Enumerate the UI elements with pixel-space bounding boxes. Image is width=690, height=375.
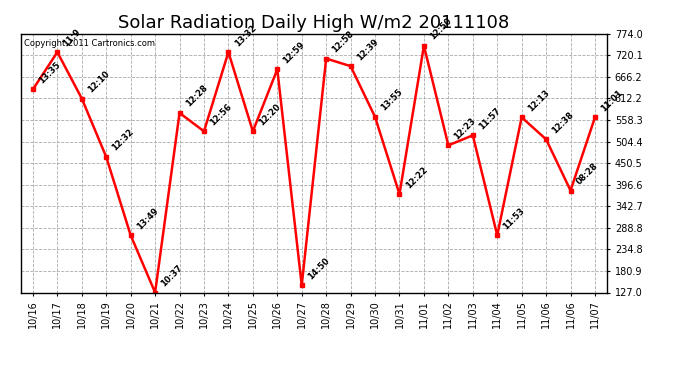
- Text: 11:01: 11:01: [599, 88, 624, 113]
- Text: 12:20: 12:20: [257, 102, 282, 127]
- Text: 12:38: 12:38: [550, 110, 575, 135]
- Title: Solar Radiation Daily High W/m2 20111108: Solar Radiation Daily High W/m2 20111108: [118, 14, 510, 32]
- Text: 11:53: 11:53: [502, 206, 526, 231]
- Text: Copyright 2011 Cartronics.com: Copyright 2011 Cartronics.com: [23, 39, 155, 48]
- Text: 12:50: 12:50: [428, 16, 453, 42]
- Text: 11:9: 11:9: [61, 27, 83, 48]
- Text: 12:23: 12:23: [453, 116, 477, 141]
- Text: 08:28: 08:28: [575, 161, 600, 186]
- Text: 12:39: 12:39: [355, 37, 380, 62]
- Text: 13:32: 13:32: [233, 23, 258, 48]
- Text: 12:22: 12:22: [404, 165, 429, 190]
- Text: 12:56: 12:56: [208, 102, 233, 127]
- Text: 12:58: 12:58: [331, 29, 355, 54]
- Text: 12:28: 12:28: [184, 84, 209, 109]
- Text: 11:57: 11:57: [477, 106, 502, 131]
- Text: 12:10: 12:10: [86, 69, 111, 94]
- Text: 14:50: 14:50: [306, 256, 331, 281]
- Text: 10:37: 10:37: [159, 263, 184, 288]
- Text: 13:35: 13:35: [37, 60, 62, 85]
- Text: 13:55: 13:55: [380, 87, 404, 113]
- Text: 12:59: 12:59: [282, 40, 307, 65]
- Text: 12:13: 12:13: [526, 88, 551, 113]
- Text: 13:49: 13:49: [135, 206, 160, 231]
- Text: 12:32: 12:32: [110, 128, 136, 153]
